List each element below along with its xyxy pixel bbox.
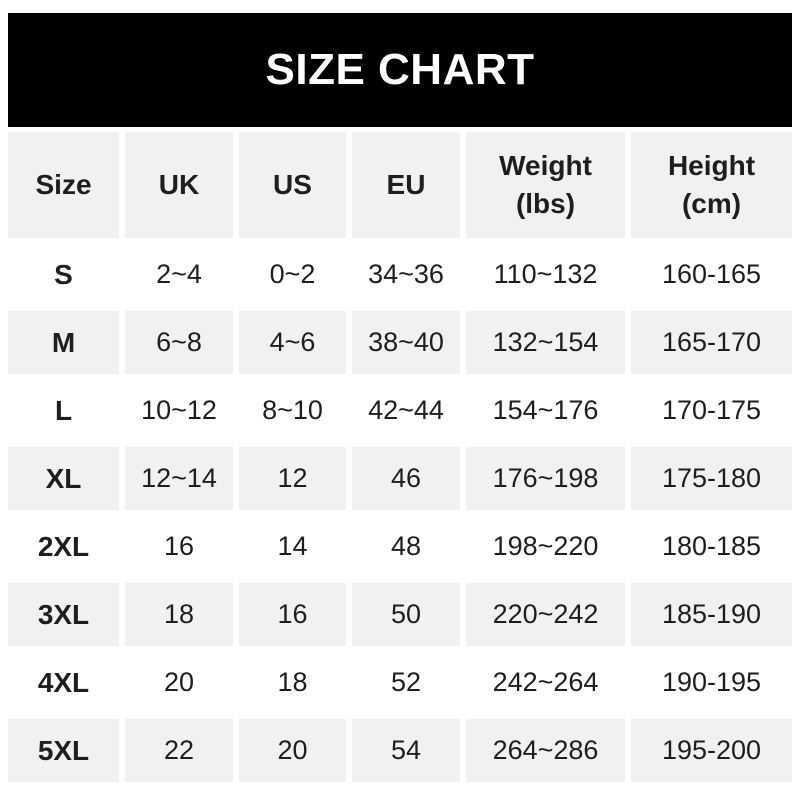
height-value: 185-190 (631, 583, 792, 646)
table-row-m: M 6~8 4~6 38~40 132~154 165-170 (8, 311, 792, 374)
eu-value: 46 (352, 447, 460, 510)
title-banner: SIZE CHART (8, 13, 792, 127)
us-value: 12 (239, 447, 346, 510)
height-value: 165-170 (631, 311, 792, 374)
table-row-l: L 10~12 8~10 42~44 154~176 170-175 (8, 379, 792, 442)
height-value: 175-180 (631, 447, 792, 510)
eu-value: 38~40 (352, 311, 460, 374)
height-value: 180-185 (631, 515, 792, 578)
uk-value: 18 (125, 583, 233, 646)
us-value: 0~2 (239, 243, 346, 306)
size-label: L (8, 379, 119, 442)
weight-value: 242~264 (466, 651, 625, 714)
column-header-height: Height (cm) (631, 132, 792, 238)
eu-value: 50 (352, 583, 460, 646)
table-row-3xl: 3XL 18 16 50 220~242 185-190 (8, 583, 792, 646)
uk-value: 22 (125, 719, 233, 782)
uk-value: 6~8 (125, 311, 233, 374)
size-label: XL (8, 447, 119, 510)
eu-value: 42~44 (352, 379, 460, 442)
table-row-s: S 2~4 0~2 34~36 110~132 160-165 (8, 243, 792, 306)
height-value: 195-200 (631, 719, 792, 782)
table-row-4xl: 4XL 20 18 52 242~264 190-195 (8, 651, 792, 714)
uk-value: 10~12 (125, 379, 233, 442)
table-row-2xl: 2XL 16 14 48 198~220 180-185 (8, 515, 792, 578)
weight-value: 154~176 (466, 379, 625, 442)
us-value: 16 (239, 583, 346, 646)
column-header-us: US (239, 132, 346, 238)
size-label: M (8, 311, 119, 374)
weight-value: 220~242 (466, 583, 625, 646)
eu-value: 34~36 (352, 243, 460, 306)
weight-value: 198~220 (466, 515, 625, 578)
us-value: 18 (239, 651, 346, 714)
weight-value: 176~198 (466, 447, 625, 510)
uk-value: 2~4 (125, 243, 233, 306)
uk-value: 16 (125, 515, 233, 578)
page-title: SIZE CHART (265, 45, 535, 94)
column-header-size: Size (8, 132, 119, 238)
column-header-weight: Weight (lbs) (466, 132, 625, 238)
eu-value: 48 (352, 515, 460, 578)
size-label: 3XL (8, 583, 119, 646)
table-row-5xl: 5XL 22 20 54 264~286 195-200 (8, 719, 792, 782)
size-label: 4XL (8, 651, 119, 714)
eu-value: 52 (352, 651, 460, 714)
column-header-eu: EU (352, 132, 460, 238)
size-chart-table: Size UK US EU Weight (lbs) Height (cm) S… (2, 127, 798, 787)
uk-value: 20 (125, 651, 233, 714)
us-value: 14 (239, 515, 346, 578)
size-label: 2XL (8, 515, 119, 578)
eu-value: 54 (352, 719, 460, 782)
us-value: 8~10 (239, 379, 346, 442)
header-row: Size UK US EU Weight (lbs) Height (cm) (8, 132, 792, 238)
height-value: 190-195 (631, 651, 792, 714)
table-row-xl: XL 12~14 12 46 176~198 175-180 (8, 447, 792, 510)
size-label: 5XL (8, 719, 119, 782)
height-value: 170-175 (631, 379, 792, 442)
us-value: 20 (239, 719, 346, 782)
us-value: 4~6 (239, 311, 346, 374)
column-header-uk: UK (125, 132, 233, 238)
weight-value: 264~286 (466, 719, 625, 782)
height-value: 160-165 (631, 243, 792, 306)
weight-value: 110~132 (466, 243, 625, 306)
uk-value: 12~14 (125, 447, 233, 510)
size-label: S (8, 243, 119, 306)
weight-value: 132~154 (466, 311, 625, 374)
